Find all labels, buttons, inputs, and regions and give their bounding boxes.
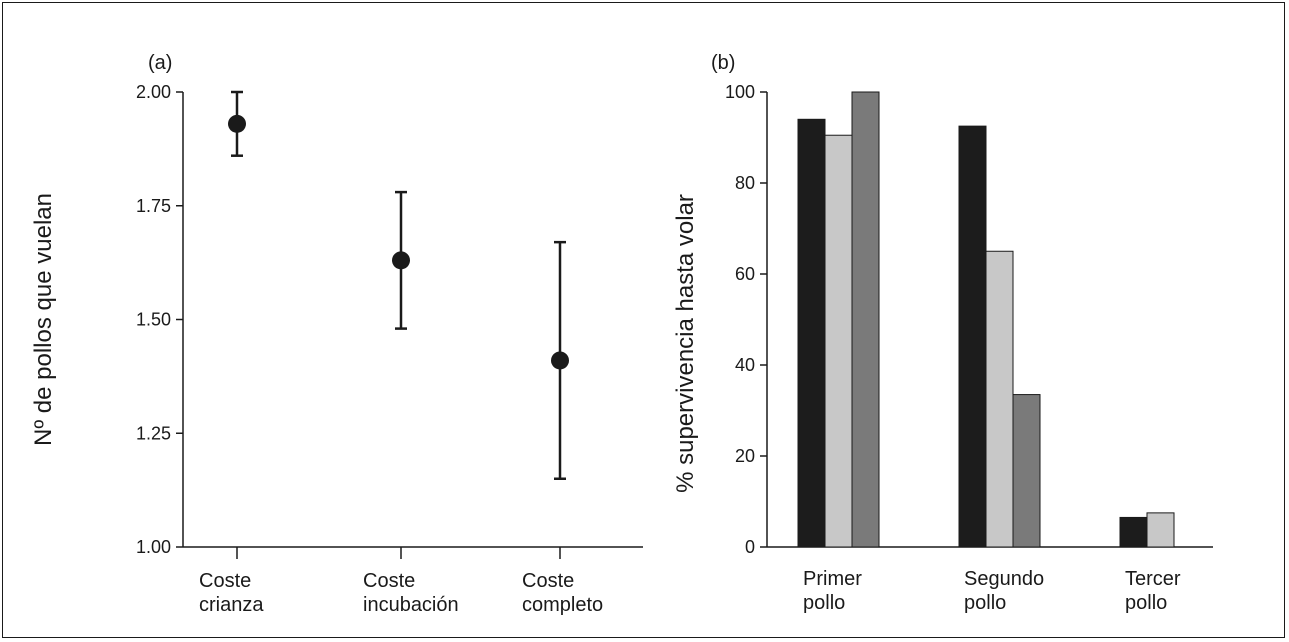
y-tick-label-b: 80: [735, 173, 755, 193]
bar-b: [1146, 512, 1175, 548]
bar-b: [958, 125, 987, 548]
x-tick-label-b: pollo: [803, 592, 845, 614]
x-tick-label-a: incubación: [363, 594, 459, 616]
x-tick-label-a: Coste: [199, 570, 251, 592]
bar-b: [851, 91, 880, 548]
y-axis-title-b: % supervivencia hasta volar: [672, 194, 699, 493]
bar-b: [985, 250, 1014, 548]
figure-canvas: (a) 1.00 1.25 1.50 1.75 2.00 Nº de pollos que …: [30, 52, 1213, 616]
y-tick-label-b: 40: [735, 355, 755, 375]
bar-b: [797, 118, 826, 548]
y-tick-label-a: 1.50: [136, 310, 171, 330]
x-tick-label-a: Coste: [522, 570, 574, 592]
panel-label-a: (a): [148, 52, 172, 74]
y-tick-label-b: 100: [725, 82, 755, 102]
bar-b: [1119, 516, 1148, 548]
x-tick-label-b: pollo: [964, 592, 1006, 614]
y-tick-label-a: 1.75: [136, 196, 171, 216]
x-tick-label-b: Primer: [803, 568, 862, 590]
x-tick-label-b: Tercer: [1125, 568, 1181, 590]
data-point-a: [228, 114, 246, 133]
bar-b: [1012, 394, 1041, 548]
y-tick-label-b: 60: [735, 264, 755, 284]
panel-label-b: (b): [711, 52, 735, 74]
y-tick-label-a: 1.00: [136, 537, 171, 557]
y-tick-label-a: 2.00: [136, 82, 171, 102]
x-tick-label-a: completo: [522, 594, 603, 616]
y-tick-label-a: 1.25: [136, 423, 171, 443]
y-tick-label-b: 0: [745, 537, 755, 557]
x-tick-label-a: crianza: [199, 594, 264, 616]
x-tick-label-a: Coste: [363, 570, 415, 592]
data-point-a: [551, 351, 569, 370]
y-tick-label-b: 20: [735, 446, 755, 466]
bar-b: [824, 134, 853, 548]
data-point-a: [392, 251, 410, 270]
x-tick-label-b: Segundo: [964, 568, 1044, 590]
x-tick-label-b: pollo: [1125, 592, 1167, 614]
y-axis-title-a: Nº de pollos que vuelan: [30, 193, 57, 446]
